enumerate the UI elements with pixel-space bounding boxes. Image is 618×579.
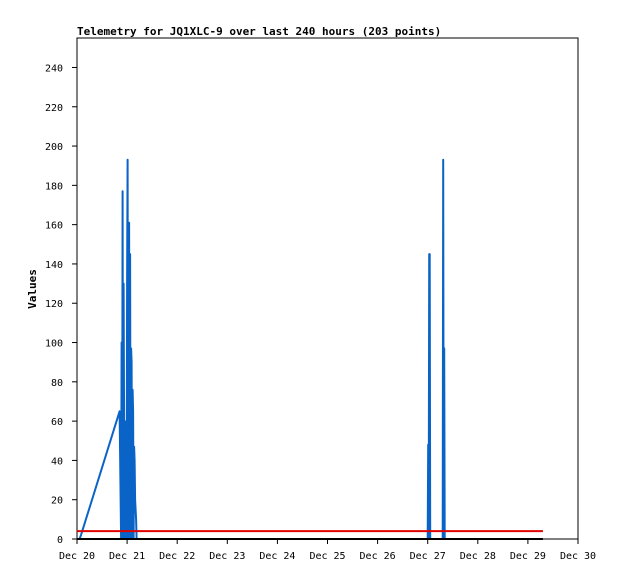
y-tick-label: 100 bbox=[45, 339, 63, 350]
x-axis: Dec 20 Dec 21 Dec 22 Dec 23 Dec 24 Dec 25 Dec … bbox=[59, 539, 596, 562]
y-tick-label: 60 bbox=[51, 417, 63, 428]
chart-title: Telemetry for JQ1XLC-9 over last 240 hou… bbox=[77, 25, 441, 38]
x-tick-label: Dec 30 bbox=[560, 551, 596, 562]
y-tick-label: 40 bbox=[51, 456, 63, 467]
x-tick-label: Dec 21 bbox=[109, 551, 145, 562]
y-tick-label: 120 bbox=[45, 299, 63, 310]
y-tick-label: 180 bbox=[45, 181, 63, 192]
x-tick-label: Dec 25 bbox=[309, 551, 345, 562]
y-tick-label: 240 bbox=[45, 63, 63, 74]
series-lines bbox=[77, 158, 543, 540]
y-axis: 0 20 40 60 80 100 120 140 160 180 200 220 240 bbox=[45, 63, 77, 546]
x-tick-label: Dec 20 bbox=[59, 551, 95, 562]
x-tick-label: Dec 22 bbox=[159, 551, 195, 562]
y-tick-label: 160 bbox=[45, 221, 63, 232]
y-tick-label: 0 bbox=[57, 535, 63, 546]
y-tick-label: 220 bbox=[45, 103, 63, 114]
x-tick-label: Dec 27 bbox=[410, 551, 446, 562]
y-tick-label: 200 bbox=[45, 142, 63, 153]
x-tick-label: Dec 24 bbox=[259, 551, 295, 562]
y-tick-label: 140 bbox=[45, 260, 63, 271]
x-tick-label: Dec 26 bbox=[360, 551, 396, 562]
y-tick-label: 20 bbox=[51, 496, 63, 507]
y-axis-label: Values bbox=[26, 269, 39, 309]
y-tick-label: 80 bbox=[51, 378, 63, 389]
x-tick-label: Dec 28 bbox=[460, 551, 496, 562]
series-line-0 bbox=[78, 158, 446, 540]
x-tick-label: Dec 29 bbox=[510, 551, 546, 562]
x-tick-label: Dec 23 bbox=[209, 551, 245, 562]
plot-area bbox=[76, 37, 579, 540]
